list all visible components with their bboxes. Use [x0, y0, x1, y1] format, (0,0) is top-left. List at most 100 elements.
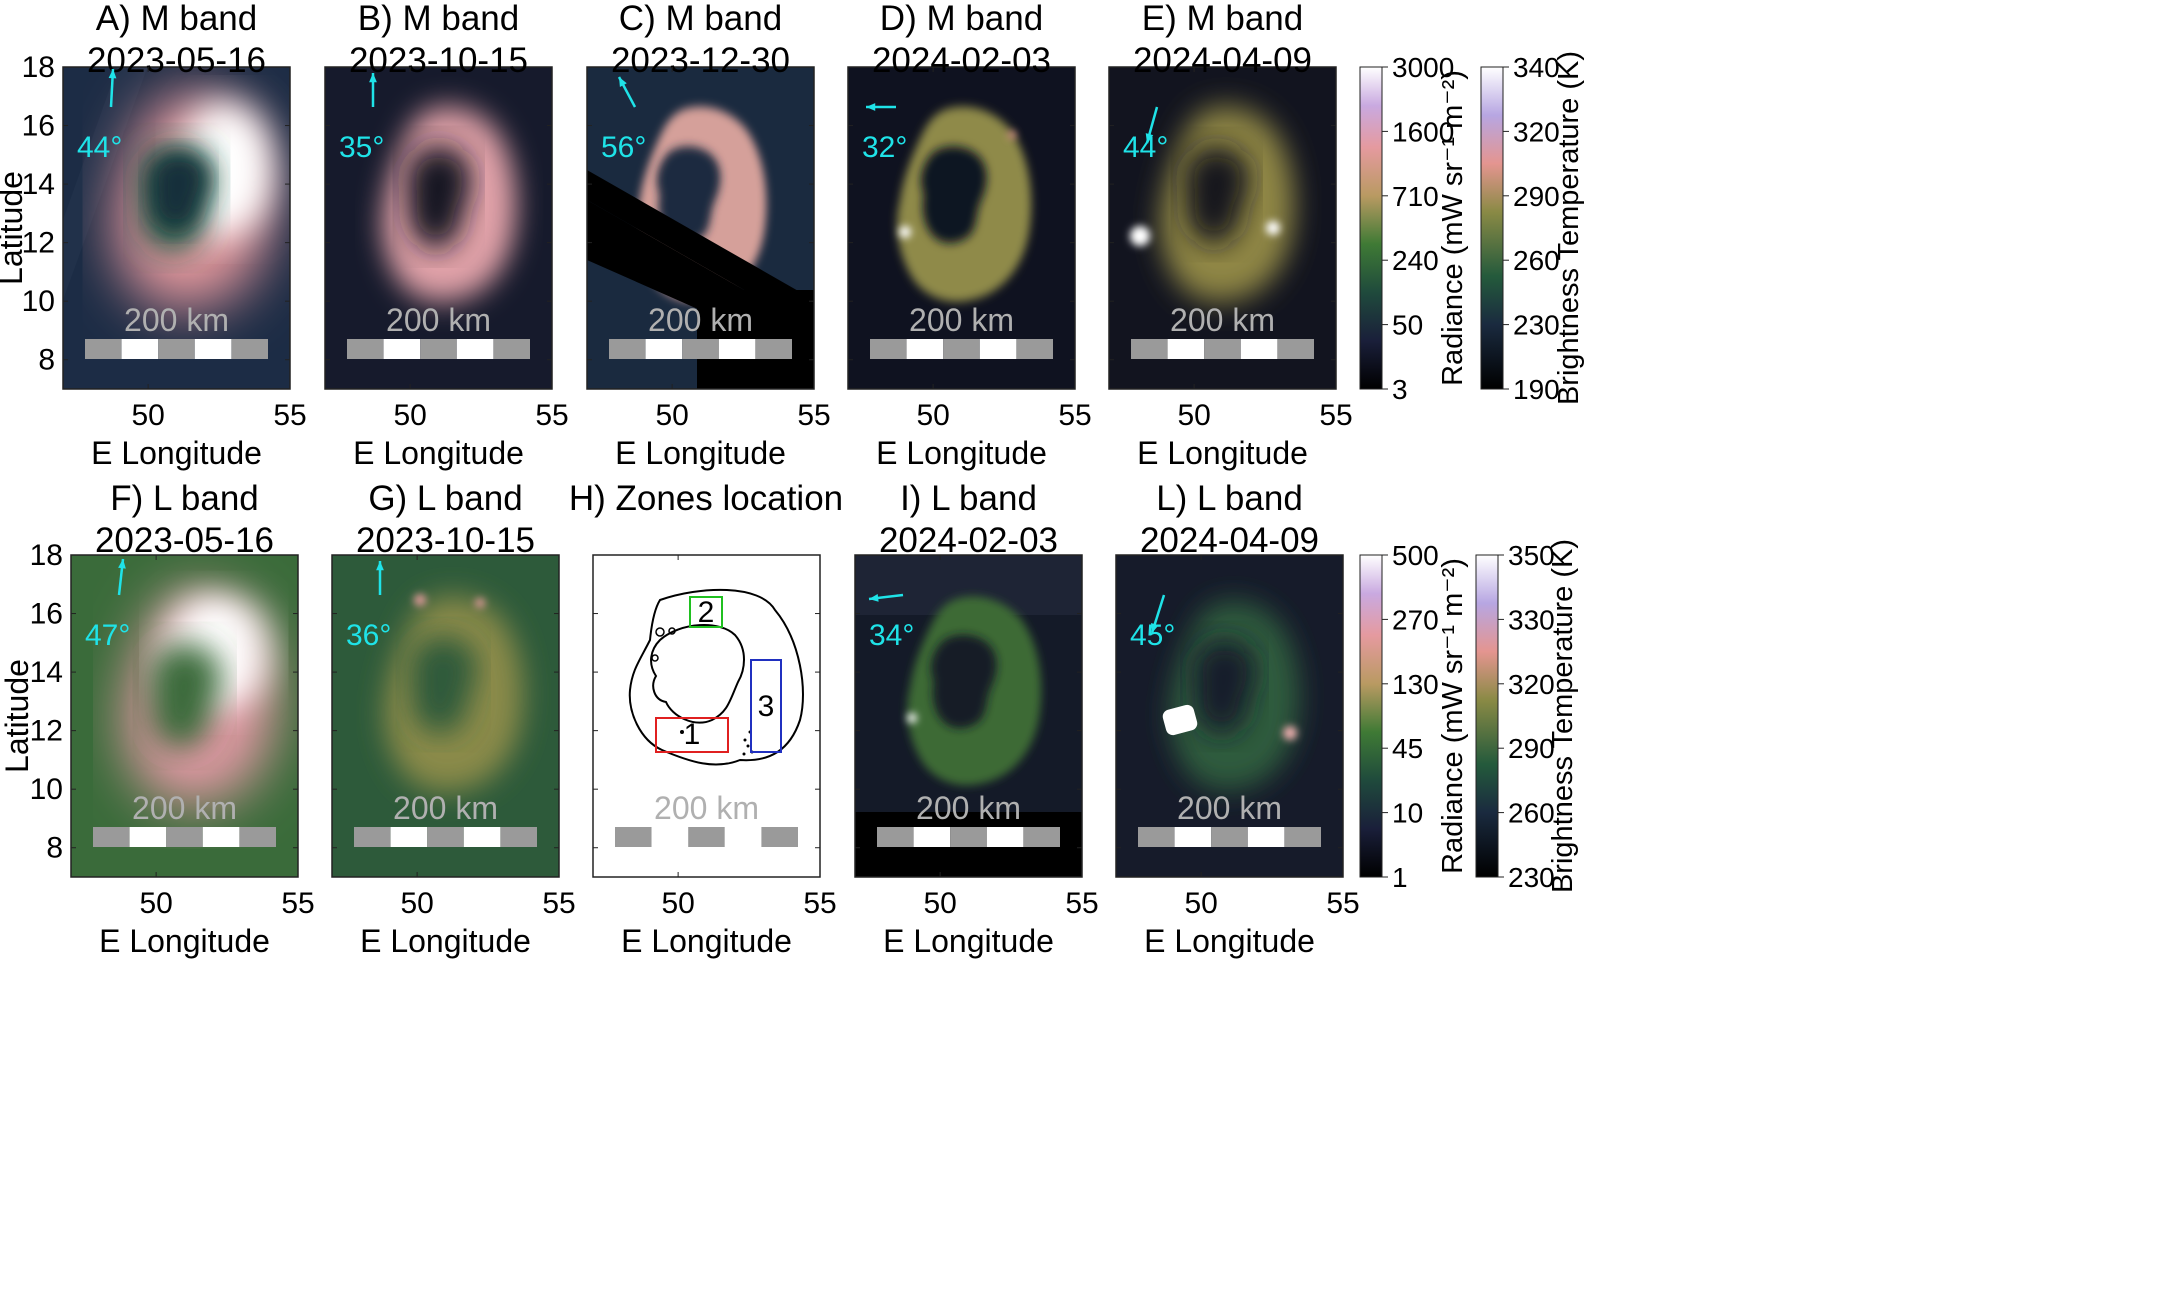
x-tick-label: 55 [281, 887, 314, 920]
view-angle-arrowhead [369, 73, 377, 83]
scale-bar-segment [1240, 339, 1278, 359]
l-radiance-tick-label: 130 [1392, 669, 1439, 700]
l-temperature-tick-label: 290 [1508, 733, 1555, 764]
zone-2-box [689, 596, 723, 628]
x-tick-label: 50 [655, 399, 688, 432]
view-angle-label: 36° [346, 619, 391, 652]
scale-bar-segment [1277, 339, 1314, 359]
x-axis-label: E Longitude [353, 435, 524, 471]
x-tick-label: 50 [1177, 399, 1210, 432]
panel-f [70, 554, 299, 878]
x-tick-label: 50 [131, 399, 164, 432]
scale-bar-segment [194, 339, 232, 359]
scale-bar-label: 200 km [648, 302, 753, 338]
scale-bar-segment [1211, 827, 1248, 847]
panel-date: 2023-05-16 [87, 41, 266, 80]
l-temperature-tick-label: 230 [1508, 862, 1555, 893]
y-tick-label: 8 [46, 832, 63, 865]
scale-bar-segment [755, 339, 792, 359]
scale-bar-label: 200 km [124, 302, 229, 338]
x-axis-label: E Longitude [99, 923, 270, 959]
y-tick-label: 18 [22, 51, 55, 84]
panel-date: 2023-10-15 [356, 521, 535, 560]
m-radiance-tick-label: 3 [1392, 374, 1408, 405]
scale-bar-segment [913, 827, 951, 847]
scale-bar-segment [609, 339, 646, 359]
panel-title: D) M band [880, 0, 1043, 38]
scale-bar-segment [688, 827, 725, 847]
x-axis-label: E Longitude [1137, 435, 1308, 471]
y-tick-label: 10 [30, 773, 63, 806]
view-angle-label: 44° [1123, 131, 1168, 164]
panel-h-zones: 1 2 3 [592, 554, 821, 878]
view-angle-label: 44° [77, 131, 122, 164]
scale-bar-label: 200 km [393, 790, 498, 826]
scale-bar-segment [463, 827, 501, 847]
view-angle-arrowhead [1151, 623, 1159, 633]
scale-bar-segment [456, 339, 494, 359]
scale-bar-segment [1174, 827, 1212, 847]
l-radiance-tick-label: 1 [1392, 862, 1408, 893]
scale-bar-segment [979, 339, 1017, 359]
scale-bar-segment [129, 827, 167, 847]
x-axis-label: E Longitude [621, 923, 792, 959]
scale-bar-segment [651, 827, 689, 847]
scale-bar-label: 200 km [654, 790, 759, 826]
x-tick-label: 50 [393, 399, 426, 432]
scale-bar-segment [390, 827, 428, 847]
scale-bar-segment [1023, 827, 1060, 847]
panel-title: G) L band [368, 479, 522, 518]
scale-bar-segment [121, 339, 159, 359]
view-angle-label: 56° [601, 131, 646, 164]
zone-2-label: 2 [698, 596, 715, 629]
l-radiance-tick-label: 10 [1392, 798, 1423, 829]
island-outline [650, 624, 745, 724]
panel-date: 2024-02-03 [872, 41, 1051, 80]
panel-d [847, 66, 1076, 390]
y-tick-label: 14 [30, 656, 63, 689]
view-angle-label: 35° [339, 131, 384, 164]
x-tick-label: 55 [1326, 887, 1359, 920]
panel-l [1115, 554, 1344, 878]
panel-title: B) M band [358, 0, 519, 38]
m-temperature-label: Brightness Temperature (K) [1553, 51, 1585, 405]
m-radiance-tick-label: 710 [1392, 181, 1439, 212]
scale-bar-segment [615, 827, 652, 847]
panel-title: A) M band [96, 0, 257, 38]
l-radiance-tick-label: 500 [1392, 540, 1439, 571]
y-tick-label: 14 [22, 168, 55, 201]
scale-bar-segment [347, 339, 384, 359]
x-tick-label: 55 [797, 399, 830, 432]
x-tick-label: 50 [661, 887, 694, 920]
scale-bar-segment [906, 339, 944, 359]
x-tick-label: 55 [1319, 399, 1352, 432]
m-radiance-tick-label: 240 [1392, 245, 1439, 276]
view-angle-arrowhead [866, 103, 876, 111]
panel-date: 2023-12-30 [611, 41, 790, 80]
l-temperature-tick-label: 350 [1508, 540, 1555, 571]
x-tick-label: 55 [273, 399, 306, 432]
view-angle-arrowhead [376, 561, 384, 571]
scale-bar-segment [1247, 827, 1285, 847]
scale-bar-segment [427, 827, 464, 847]
l-radiance-tick-label: 270 [1392, 604, 1439, 635]
m-radiance-tick-label: 3000 [1392, 52, 1454, 83]
scale-bar-segment [986, 827, 1024, 847]
scale-bar-label: 200 km [916, 790, 1021, 826]
panel-title: I) L band [900, 479, 1037, 518]
scale-bar-segment [645, 339, 683, 359]
x-axis-label: E Longitude [615, 435, 786, 471]
view-angle-arrowhead [1145, 133, 1154, 143]
view-angle-arrowhead [108, 69, 117, 79]
colorbar-l-temperature [1475, 554, 1499, 878]
view-angle-label: 32° [862, 131, 907, 164]
m-temperature-tick-label: 340 [1513, 52, 1560, 83]
scale-bar-segment [1204, 339, 1241, 359]
panel-g [331, 554, 560, 878]
panel-e [1108, 66, 1337, 390]
view-angle-label: 45° [1130, 619, 1175, 652]
scale-bar-segment [166, 827, 203, 847]
x-tick-label: 50 [1184, 887, 1217, 920]
